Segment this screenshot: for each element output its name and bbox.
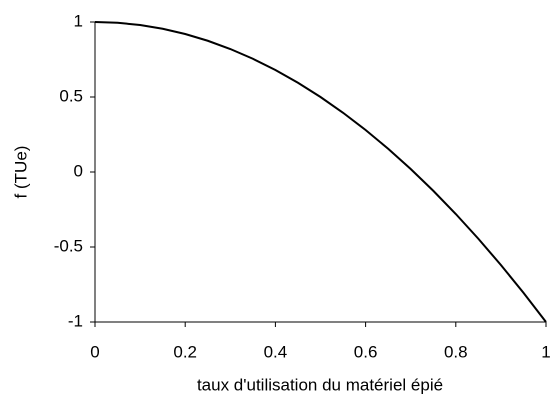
x-tick-label: 0.2 — [173, 342, 197, 361]
y-axis-label: f (TUe) — [11, 146, 30, 199]
y-tick-label: 1 — [74, 11, 83, 30]
x-tick-label: 1 — [541, 342, 550, 361]
x-axis-label: taux d'utilisation du matériel épié — [197, 375, 443, 394]
x-tick-label: 0 — [90, 342, 99, 361]
line — [94, 21, 547, 323]
x-tick-label: 0.8 — [444, 342, 468, 361]
y-tick-label: -1 — [68, 311, 83, 330]
x-tick-label: 0.4 — [264, 342, 288, 361]
x-tick-label: 0.6 — [354, 342, 378, 361]
y-tick-label: -0.5 — [54, 236, 83, 255]
y-tick-label: 0.5 — [59, 86, 83, 105]
y-tick-label: 0 — [74, 161, 83, 180]
